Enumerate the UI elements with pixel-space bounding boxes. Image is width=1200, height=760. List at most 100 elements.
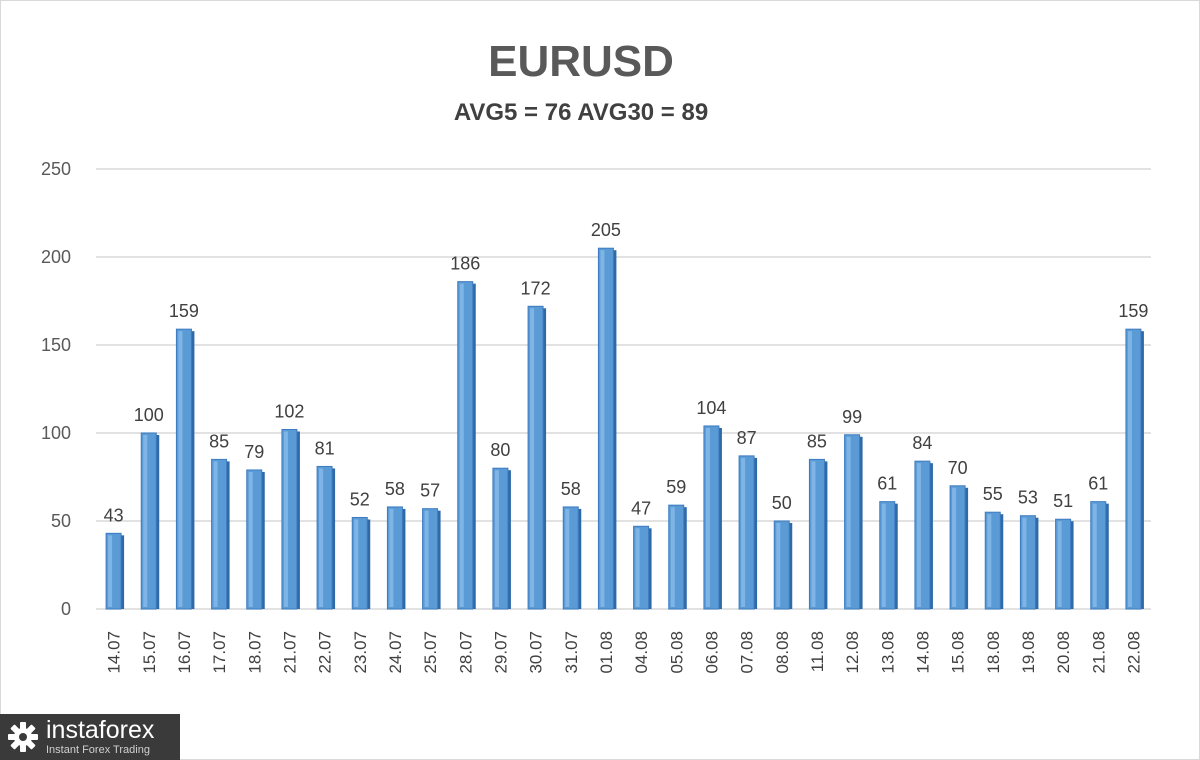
data-label: 81 <box>315 438 335 458</box>
x-tick-label: 20.08 <box>1054 631 1073 674</box>
x-tick-label: 21.07 <box>280 631 299 674</box>
x-tick-label: 21.08 <box>1089 631 1108 674</box>
chart-title: EURUSD <box>488 37 674 86</box>
bar <box>246 469 265 610</box>
data-label: 80 <box>490 440 510 460</box>
bar-highlight <box>530 308 535 607</box>
bar <box>386 506 406 610</box>
logo-tagline: Instant Forex Trading <box>46 744 150 756</box>
bar <box>633 525 652 610</box>
data-label: 55 <box>983 484 1003 504</box>
x-tick-label: 12.08 <box>843 631 862 674</box>
x-tick-label: 04.08 <box>632 631 651 674</box>
bar-highlight <box>459 283 464 607</box>
y-axis-ticks: 0 50 100 150 200 250 <box>41 159 71 619</box>
bar-highlight <box>248 471 253 607</box>
data-label: 159 <box>1118 301 1148 321</box>
bar <box>492 467 511 610</box>
data-label: 79 <box>244 442 264 462</box>
x-tick-label: 18.07 <box>245 631 264 674</box>
bar-highlight <box>213 461 218 607</box>
bar-highlight <box>1057 521 1062 607</box>
data-label: 47 <box>631 498 651 518</box>
chart-subtitle: AVG5 = 76 AVG30 = 89 <box>453 99 709 126</box>
x-tick-label: 17.07 <box>210 631 229 674</box>
x-tick-label: 28.07 <box>456 631 475 674</box>
bar <box>351 516 371 610</box>
y-tick-label: 150 <box>41 335 71 355</box>
data-label: 51 <box>1053 491 1073 511</box>
logo-name: instaforex <box>46 716 155 744</box>
data-labels: 43 100 159 85 79 102 81 52 58 57 186 80 172 58 205 47 59… <box>104 220 1149 525</box>
bar-highlight <box>916 463 921 607</box>
grid-lines <box>96 168 1151 610</box>
x-tick-label: 30.07 <box>527 631 546 674</box>
data-label: 52 <box>350 489 370 509</box>
bar <box>281 428 300 610</box>
y-tick-label: 50 <box>51 511 71 531</box>
x-tick-label: 13.08 <box>878 631 897 674</box>
bar <box>211 458 230 610</box>
x-axis-ticks: 14.07 15.07 16.07 17.07 18.07 21.07 22.07 23.07… <box>105 631 1144 674</box>
x-tick-label: 07.08 <box>738 631 757 674</box>
data-label: 70 <box>948 458 968 478</box>
bar <box>984 511 1004 610</box>
x-tick-label: 22.07 <box>316 631 335 674</box>
bar-highlight <box>881 503 886 607</box>
x-tick-label: 19.08 <box>1019 631 1038 674</box>
bar-highlight <box>143 435 148 607</box>
x-tick-label: 18.08 <box>984 631 1003 674</box>
bar <box>668 504 687 610</box>
bar-highlight <box>811 461 816 607</box>
bar-highlight <box>600 250 605 607</box>
x-tick-label: 25.07 <box>421 631 440 674</box>
bar <box>562 506 582 610</box>
bar-highlight <box>705 427 710 607</box>
y-tick-label: 100 <box>41 423 71 443</box>
bar <box>105 532 125 610</box>
bar <box>597 247 617 610</box>
data-label: 104 <box>696 398 726 418</box>
data-label: 87 <box>737 428 757 448</box>
bar-highlight <box>776 523 781 607</box>
bar-highlight <box>178 331 183 607</box>
x-tick-label: 15.07 <box>140 631 159 674</box>
data-label: 50 <box>772 493 792 513</box>
x-tick-label: 05.08 <box>667 631 686 674</box>
data-label: 43 <box>104 505 124 525</box>
bar <box>844 434 863 610</box>
y-tick-label: 200 <box>41 247 71 267</box>
y-tick-label: 250 <box>41 159 71 179</box>
x-tick-label: 15.08 <box>949 631 968 674</box>
bar <box>879 501 898 610</box>
bar-highlight <box>846 436 851 607</box>
bar-highlight <box>565 508 570 607</box>
data-label: 159 <box>169 301 199 321</box>
bar <box>914 460 933 610</box>
data-label: 61 <box>877 474 897 494</box>
data-label: 57 <box>420 481 440 501</box>
bar-highlight <box>987 514 992 607</box>
bar <box>808 458 828 610</box>
data-label: 84 <box>912 433 932 453</box>
bar-highlight <box>108 535 113 607</box>
y-tick-label: 0 <box>61 599 71 619</box>
data-label: 58 <box>385 479 405 499</box>
bar <box>1019 515 1039 610</box>
data-label: 186 <box>450 254 480 274</box>
bar <box>773 520 793 610</box>
bar-highlight <box>1022 517 1027 607</box>
bar <box>175 328 195 610</box>
bar-highlight <box>741 457 746 607</box>
bar <box>949 485 969 610</box>
bar <box>527 305 547 610</box>
bars <box>105 247 1144 610</box>
data-label: 99 <box>842 407 862 427</box>
x-tick-label: 08.08 <box>773 631 792 674</box>
data-label: 102 <box>274 401 304 421</box>
x-tick-label: 29.07 <box>491 631 510 674</box>
x-tick-label: 11.08 <box>808 631 827 672</box>
bar-highlight <box>635 528 640 607</box>
bar-highlight <box>952 487 957 607</box>
